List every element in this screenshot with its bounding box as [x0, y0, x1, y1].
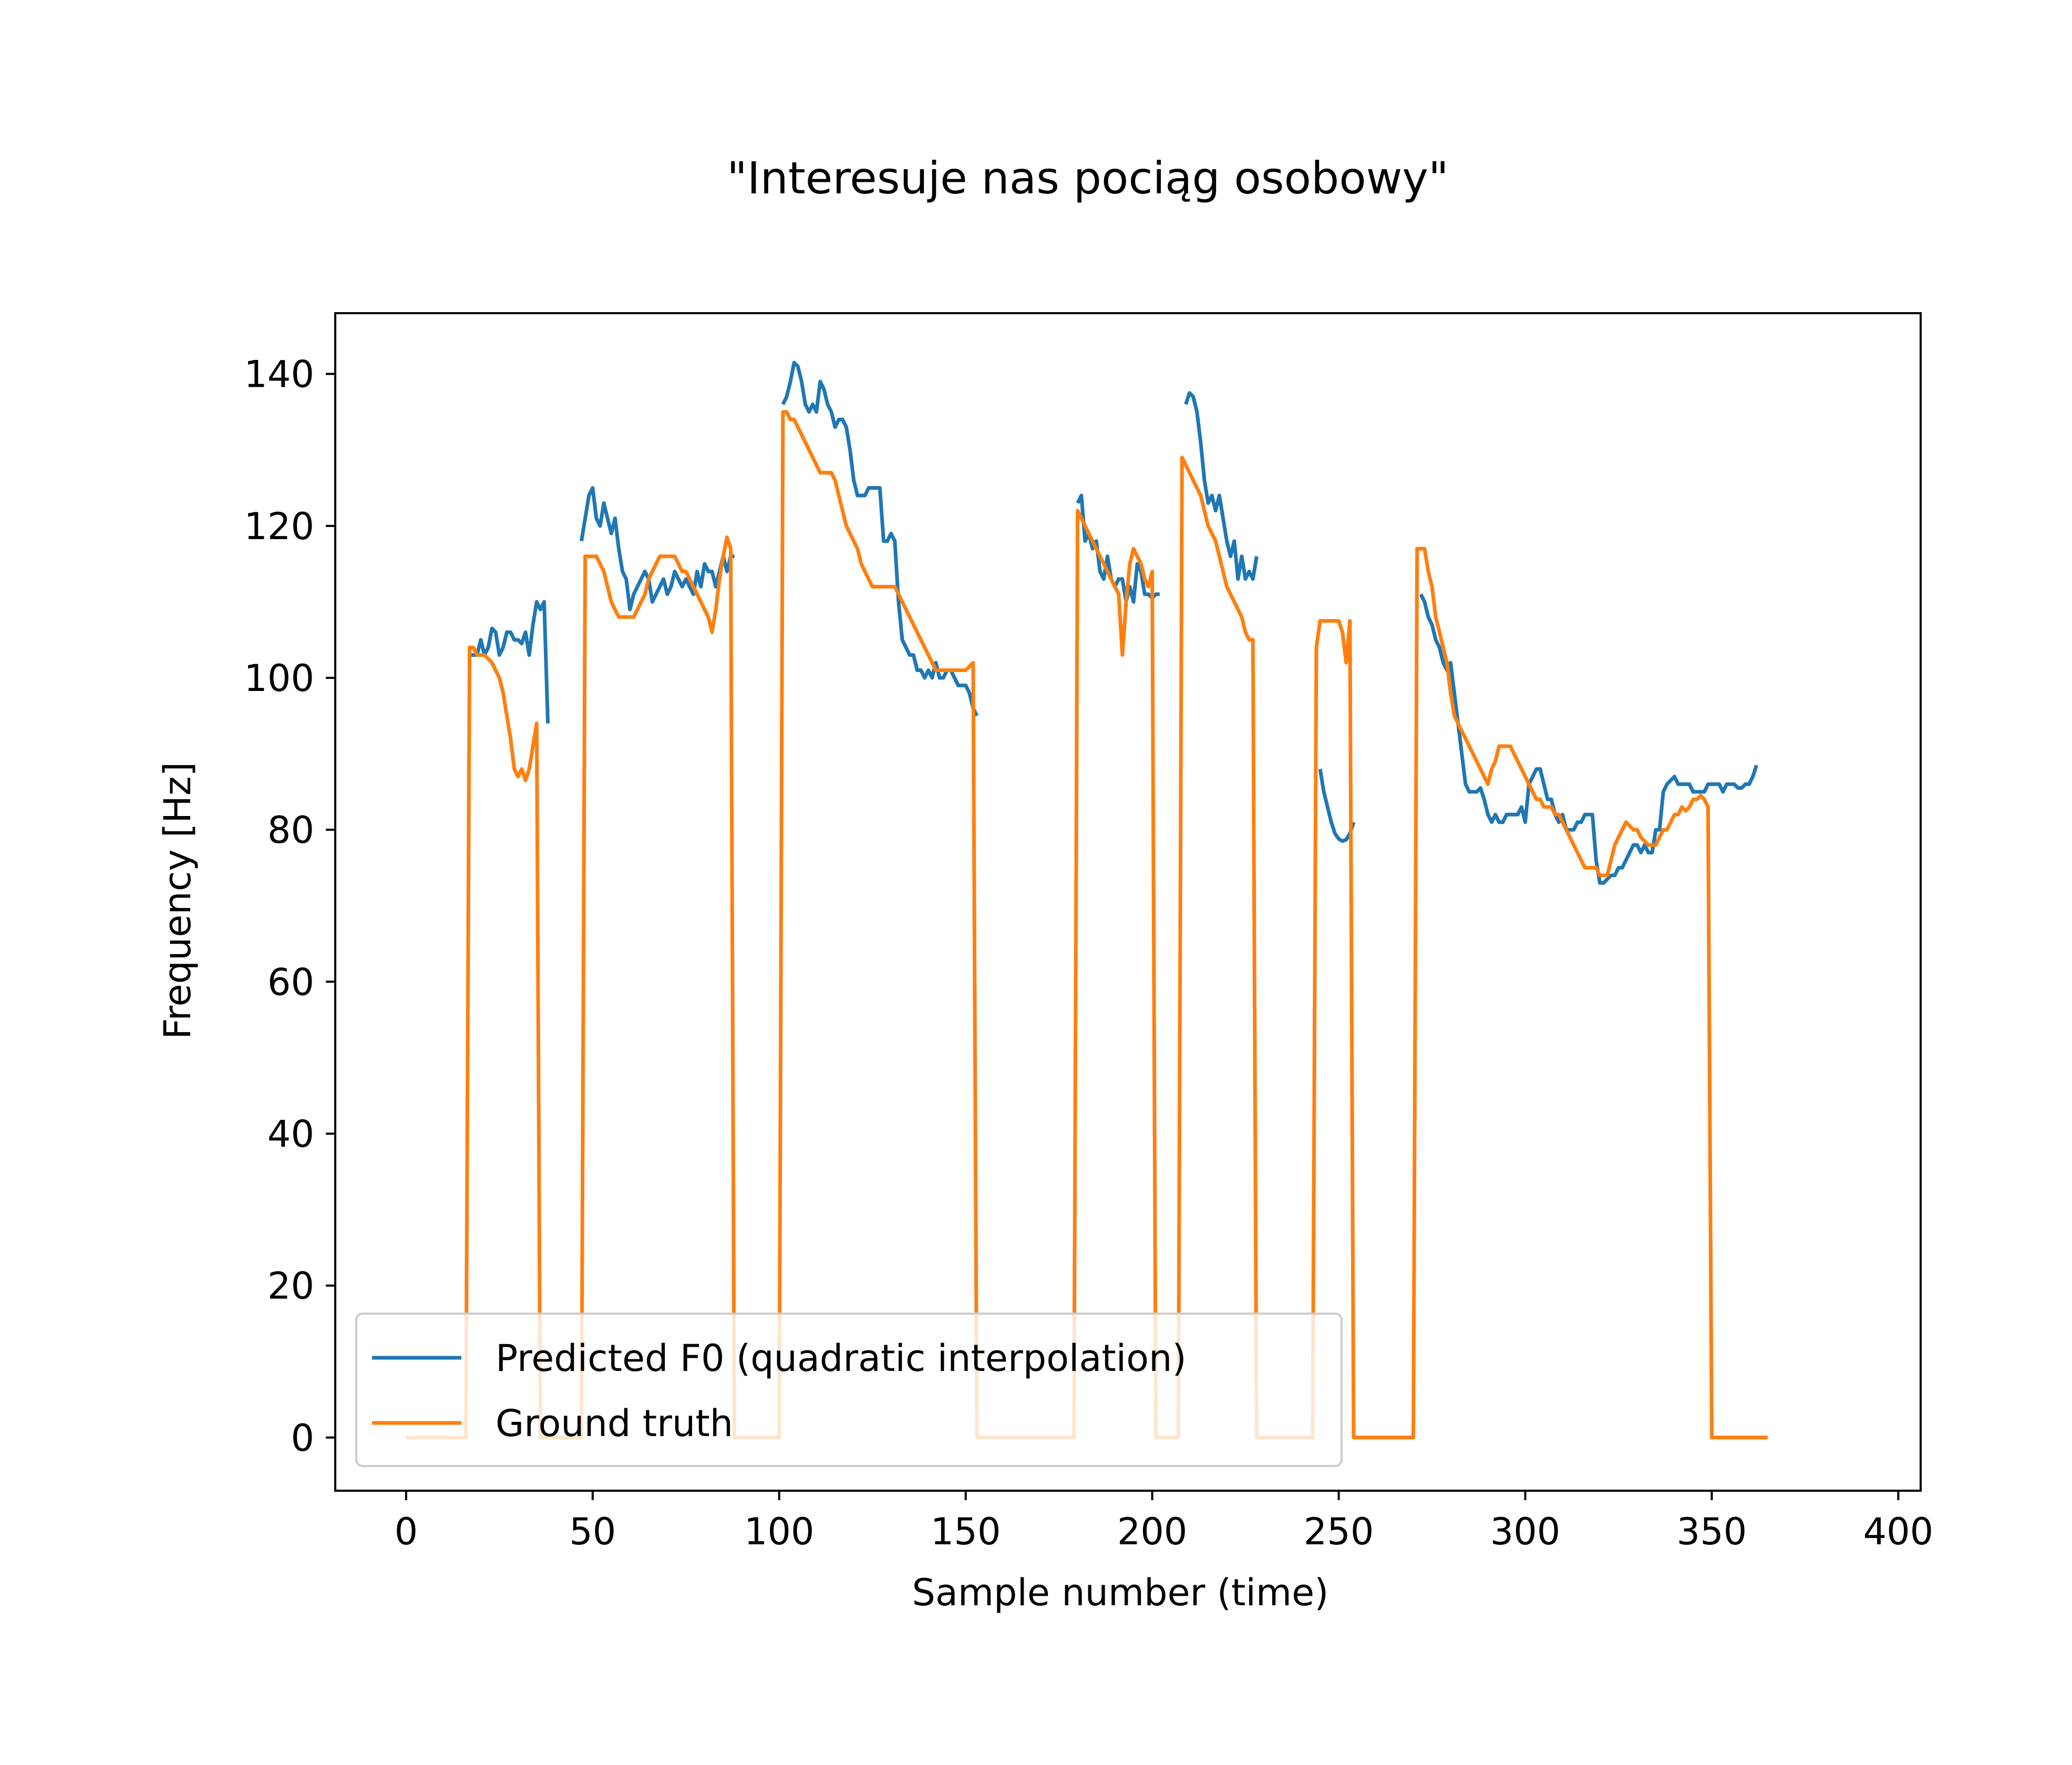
legend-label: Predicted F0 (quadratic interpolation): [496, 1337, 1187, 1380]
series-ground-truth: [406, 410, 1768, 1440]
y-tick-label: 0: [291, 1417, 314, 1460]
x-tick-label: 300: [1490, 1510, 1561, 1553]
series-line: [1419, 593, 1759, 885]
x-axis-label: Sample number (time): [912, 1571, 1329, 1614]
chart-title: "Interesuje nas pociąg osobowy": [727, 152, 1449, 204]
series-line: [781, 360, 979, 717]
y-tick-label: 20: [267, 1265, 314, 1308]
x-tick-label: 50: [569, 1510, 616, 1553]
legend-label: Ground truth: [496, 1402, 733, 1445]
axes-frame: [334, 312, 1922, 1492]
legend: Predicted F0 (quadratic interpolation) Gr…: [355, 1313, 1343, 1467]
plot-area: 0 50 100 150 200 250 300 350 400 0 20 40 60 80 100 120 1…: [244, 312, 1934, 1553]
series-line: [1318, 768, 1356, 843]
y-tick-label: 40: [267, 1112, 314, 1155]
y-tick-label: 80: [267, 809, 314, 852]
x-tick-label: 200: [1117, 1510, 1188, 1553]
y-axis-label: Frequency [Hz]: [156, 762, 199, 1039]
series-line: [1184, 391, 1259, 581]
x-tick-label: 350: [1677, 1510, 1747, 1553]
legend-box: [355, 1313, 1343, 1467]
series-line: [469, 600, 550, 724]
y-tick-label: 100: [244, 657, 314, 700]
series-predicted-f0: [469, 360, 1759, 885]
x-tick-label: 150: [931, 1510, 1001, 1553]
series-line: [1076, 493, 1160, 604]
x-tick-label: 100: [744, 1510, 815, 1553]
series-line: [406, 410, 1768, 1440]
x-tick-label: 0: [395, 1510, 418, 1553]
y-tick-label: 120: [244, 505, 314, 548]
y-tick-label: 140: [244, 353, 314, 396]
series-line: [580, 486, 735, 612]
x-tick-label: 250: [1304, 1510, 1374, 1553]
y-tick-label: 60: [267, 961, 314, 1004]
x-tick-label: 400: [1863, 1510, 1934, 1553]
